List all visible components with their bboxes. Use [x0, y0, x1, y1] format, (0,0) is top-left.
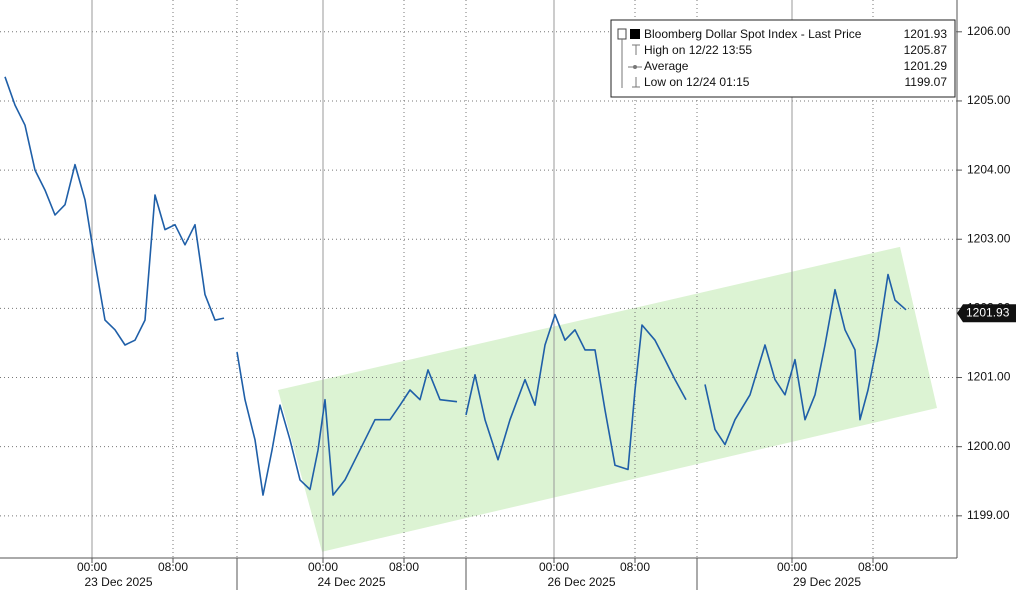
y-tick-label: 1205.00 [967, 93, 1011, 107]
x-tick-label: 00:00 [308, 560, 338, 574]
x-tick-label: 00:00 [777, 560, 807, 574]
legend-label: Bloomberg Dollar Spot Index - Last Price [644, 27, 862, 41]
x-tick-label: 00:00 [77, 560, 107, 574]
legend-value: 1205.87 [904, 43, 948, 57]
x-tick-label: 08:00 [158, 560, 188, 574]
y-tick-label: 1203.00 [967, 231, 1011, 245]
x-tick-label: 08:00 [858, 560, 888, 574]
x-tick-label: 08:00 [620, 560, 650, 574]
legend: Bloomberg Dollar Spot Index - Last Price… [610, 19, 956, 98]
x-tick-label: 00:00 [539, 560, 569, 574]
channel-layer [278, 246, 937, 552]
date-label: 23 Dec 2025 [84, 575, 152, 589]
date-label: 24 Dec 2025 [317, 575, 385, 589]
legend-value: 1199.07 [905, 75, 948, 89]
legend-box [610, 19, 956, 98]
last-price-marker [957, 304, 1016, 323]
y-tick-label: 1204.00 [967, 162, 1011, 176]
legend-value: 1201.93 [904, 27, 948, 41]
legend-swatch [630, 29, 640, 39]
legend-label: Average [644, 59, 689, 73]
x-tick-label: 08:00 [389, 560, 419, 574]
axis-layer: 1199.001200.001201.001202.001203.001204.… [77, 24, 1011, 590]
line-layer [4, 76, 907, 496]
legend-label: Low on 12/24 01:15 [644, 75, 750, 89]
legend-symbol [633, 65, 637, 69]
legend-value: 1201.29 [904, 59, 948, 73]
price-line [4, 76, 907, 496]
y-tick-label: 1200.00 [967, 439, 1011, 453]
y-tick-label: 1199.00 [967, 508, 1010, 522]
date-label: 29 Dec 2025 [793, 575, 861, 589]
y-tick-label: 1201.00 [967, 370, 1011, 384]
trend-channel [278, 246, 937, 552]
price-tag: 1201.93 [957, 304, 1016, 323]
legend-label: High on 12/22 13:55 [644, 43, 752, 57]
last-price-label: 1201.93 [966, 305, 1010, 319]
date-label: 26 Dec 2025 [547, 575, 615, 589]
y-tick-label: 1206.00 [967, 24, 1011, 38]
